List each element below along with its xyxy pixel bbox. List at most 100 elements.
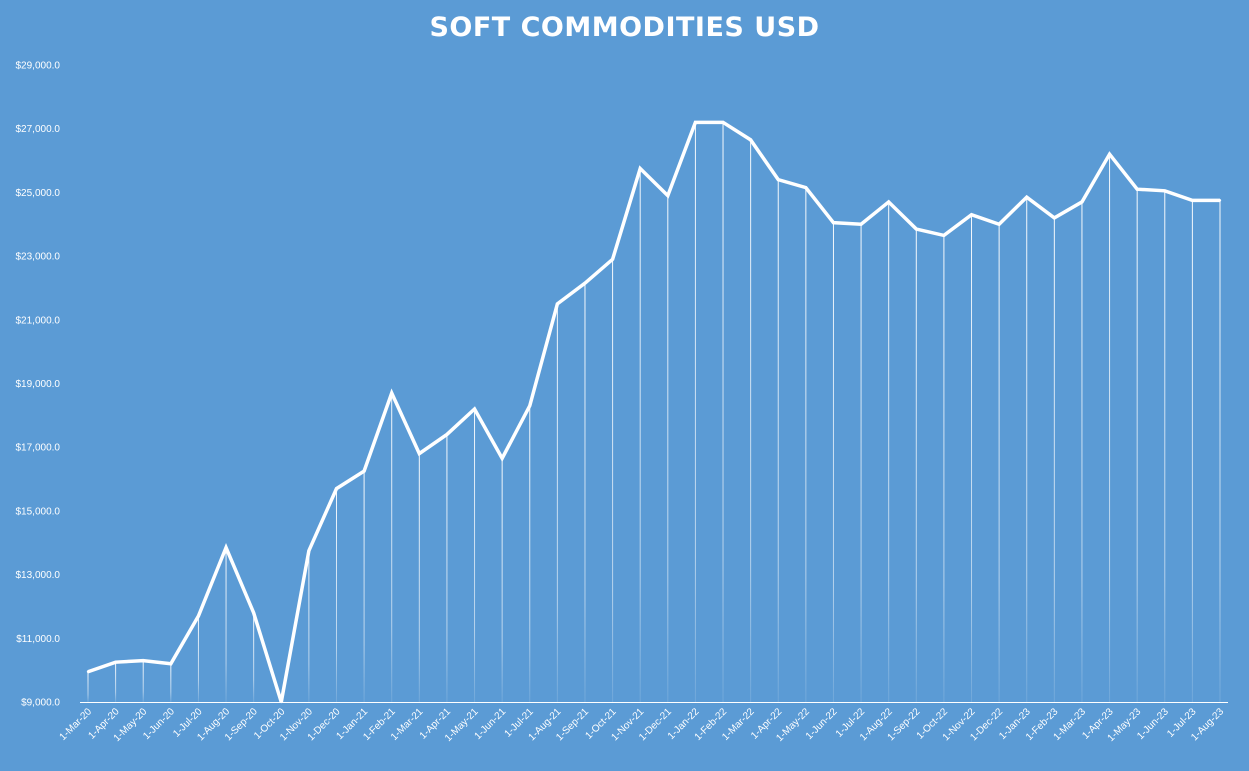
drop-line [584,283,586,702]
data-point [997,223,1001,226]
y-tick-label: $15,000.0 [16,506,61,517]
drop-line [612,259,614,702]
y-tick-label: $17,000.0 [16,443,61,454]
drop-line [667,195,669,702]
x-tick-label: 1-Jun-23 [1135,706,1171,742]
drop-line [777,179,779,702]
data-point [197,614,200,618]
drop-line [142,660,144,702]
drop-line [253,612,255,702]
y-tick-label: $13,000.0 [16,570,61,581]
data-point [1163,189,1166,193]
x-axis: 1-Mar-201-Apr-201-May-201-Jun-201-Jul-20… [58,702,1228,744]
drop-line [998,224,1000,702]
data-point [694,121,697,124]
data-point [915,227,918,231]
data-point [804,186,808,189]
drop-line [391,393,393,702]
y-tick-label: $29,000.0 [16,61,61,72]
chart-title: SOFT COMMODITIES USD [429,12,820,43]
drop-line [556,303,558,702]
drop-line [1219,200,1221,703]
drop-line [750,139,752,702]
drop-line [225,547,227,702]
drop-line [1026,197,1028,703]
drop-line [694,122,696,702]
drop-line [888,201,890,702]
data-point [859,223,863,226]
data-point [362,469,366,473]
drop-line [639,168,641,702]
drop-line [1164,190,1166,702]
data-point [473,407,476,411]
data-point [887,200,890,204]
drop-line [197,616,199,702]
data-point [252,611,255,615]
data-point [1218,199,1222,202]
y-tick-label: $19,000.0 [16,379,61,390]
data-point [114,660,117,664]
data-point [749,138,752,142]
data-point [942,234,946,237]
drop-line [446,434,448,702]
drop-line [308,550,310,702]
drop-line [722,122,724,702]
data-point [445,433,449,436]
y-axis: $9,000.0 $11,000.0 $13,000.0 $15,000.0 $17,0… [16,61,61,709]
y-tick-label: $25,000.0 [16,188,61,199]
data-point [1191,199,1194,202]
data-point [1135,188,1139,191]
data-point [1025,195,1028,199]
y-tick-label: $21,000.0 [16,315,61,326]
data-point [583,281,587,285]
data-point [970,213,973,216]
drop-line [474,408,476,702]
data-point [500,457,504,460]
drop-line [501,458,503,702]
data-point [1108,152,1111,156]
drop-line [115,662,117,702]
data-point [611,258,614,261]
drop-line [87,671,89,702]
drop-line [943,235,945,702]
drop-line [363,471,365,702]
data-point [666,194,670,197]
data-point [224,546,228,549]
drop-line [418,453,420,702]
data-point [307,549,311,552]
data-point [556,302,559,306]
y-tick-label: $11,000.0 [16,634,60,645]
y-tick-label: $23,000.0 [16,252,61,263]
y-tick-label: $27,000.0 [16,124,61,135]
data-point [335,487,338,490]
drop-line [529,405,531,702]
series-polyline [87,120,1220,703]
data-point [86,670,90,673]
y-tick-label: $9,000.0 [21,698,60,709]
drop-line [335,488,337,702]
series-line [86,120,1222,704]
drop-lines [87,122,1221,703]
drop-line [170,663,172,702]
data-point [169,662,173,665]
data-point [777,178,780,181]
drop-line [971,214,973,702]
drop-line [805,187,807,702]
data-point [638,167,642,170]
x-tick-label: 1-Jun-22 [804,706,840,742]
drop-line [1081,201,1083,702]
data-point [832,221,835,224]
data-point [390,391,393,395]
data-point [721,121,725,124]
data-point [142,659,145,662]
drop-line [832,222,834,702]
drop-line [1053,217,1055,702]
drop-line [915,229,917,702]
drop-line [1109,154,1111,702]
data-point [1080,200,1084,204]
drop-line [1191,200,1193,703]
data-point [418,452,421,455]
data-point [528,404,531,407]
